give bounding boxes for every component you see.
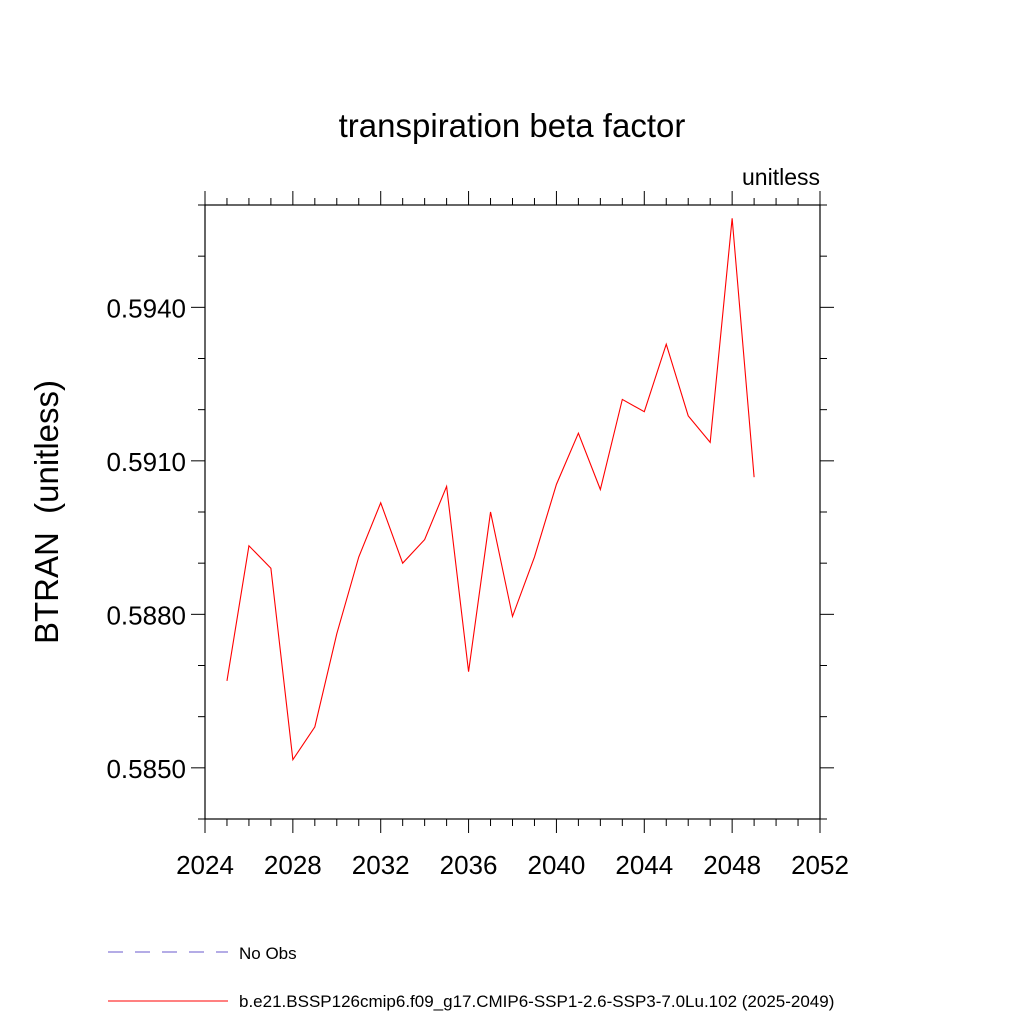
legend-label-series: b.e21.BSSP126cmip6.f09_g17.CMIP6-SSP1-2.…	[239, 992, 834, 1011]
units-label: unitless	[742, 164, 820, 190]
legend: No Obs b.e21.BSSP126cmip6.f09_g17.CMIP6-…	[108, 944, 834, 1011]
plot-frame	[204, 204, 821, 820]
x-tick-label: 2044	[615, 850, 673, 880]
y-tick-label: 0.5880	[106, 600, 186, 630]
y-tick-label: 0.5940	[106, 293, 186, 323]
x-tick-label: 2028	[264, 850, 322, 880]
y-axis-label: BTRAN (unitless)	[28, 380, 65, 644]
x-ticks-group: 2024 2028 2032 2036 2040 2044 2048 2052	[176, 191, 849, 880]
series-group	[226, 218, 755, 762]
chart-title: transpiration beta factor	[339, 107, 686, 144]
x-tick-label: 2052	[791, 850, 849, 880]
legend-label-no-obs: No Obs	[239, 944, 297, 963]
y-tick-label: 0.5910	[106, 447, 186, 477]
x-tick-label: 2036	[440, 850, 498, 880]
y-ticks-group: 0.5850 0.5880 0.5910 0.5940	[106, 204, 834, 820]
x-tick-label: 2024	[176, 850, 234, 880]
x-tick-label: 2040	[528, 850, 586, 880]
x-tick-label: 2048	[703, 850, 761, 880]
x-tick-label: 2032	[352, 850, 410, 880]
y-tick-label: 0.5850	[106, 754, 186, 784]
series-line	[226, 218, 755, 762]
